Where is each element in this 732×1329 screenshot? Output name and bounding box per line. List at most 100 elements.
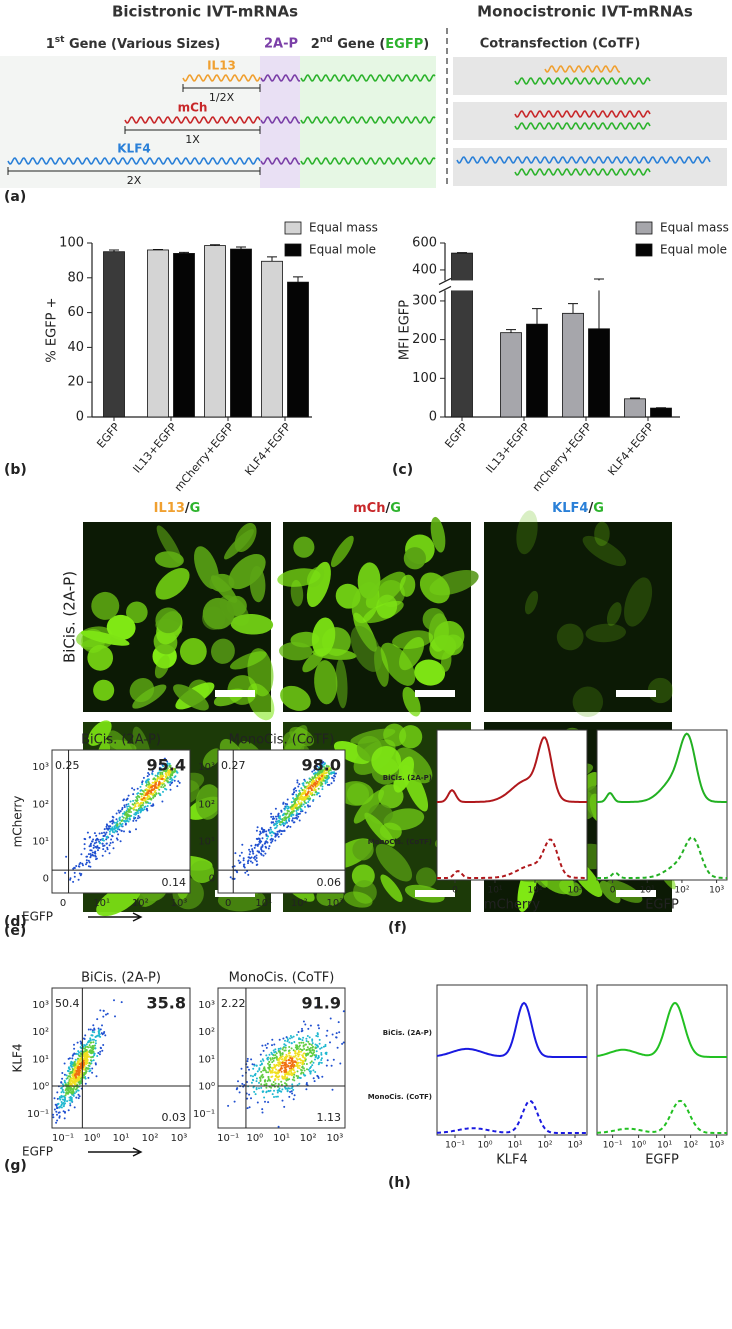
event-dot <box>272 816 274 818</box>
event-dot <box>90 845 92 847</box>
event-dot <box>295 805 297 807</box>
gene-header: 2nd Gene (EGFP) <box>311 35 429 52</box>
event-dot <box>64 1063 66 1065</box>
event-dot <box>250 860 252 862</box>
event-dot <box>150 805 152 807</box>
quadrant-value: 35.8 <box>147 994 186 1013</box>
event-dot <box>69 1103 71 1105</box>
event-dot <box>158 792 160 794</box>
event-dot <box>104 850 106 852</box>
error-bar <box>532 309 542 324</box>
event-dot <box>303 782 305 784</box>
event-dot <box>107 1013 109 1015</box>
event-dot <box>316 1050 318 1052</box>
event-dot <box>291 1093 293 1095</box>
x-tick-label: mCherry+EGFP <box>530 420 595 494</box>
event-dot <box>66 1074 68 1076</box>
event-dot <box>123 817 125 819</box>
event-dot <box>88 865 90 867</box>
event-dot <box>272 1070 274 1072</box>
event-dot <box>286 803 288 805</box>
gene-label: IL13 <box>207 59 236 73</box>
event-dot <box>281 1068 283 1070</box>
cotf-bg <box>453 57 727 95</box>
event-dot <box>99 1051 101 1053</box>
event-dot <box>267 1063 269 1065</box>
gene-label: KLF4 <box>117 142 151 156</box>
event-dot <box>298 1058 300 1060</box>
x-tick-label: EGFP <box>442 420 470 450</box>
event-dot <box>86 862 88 864</box>
event-dot <box>127 813 129 815</box>
event-dot <box>85 1046 87 1048</box>
event-dot <box>91 1068 93 1070</box>
event-dot <box>149 802 151 804</box>
event-dot <box>288 1050 290 1052</box>
event-dot <box>318 1055 320 1057</box>
event-dot <box>312 786 314 788</box>
event-dot <box>311 1044 313 1046</box>
quadrant-value: 95.4 <box>147 756 186 775</box>
event-dot <box>177 780 179 782</box>
event-dot <box>305 1054 307 1056</box>
event-dot <box>121 1001 123 1003</box>
event-dot <box>257 845 259 847</box>
event-dot <box>292 817 294 819</box>
event-dot <box>282 1048 284 1050</box>
event-dot <box>147 775 149 777</box>
title: Bicistronic IVT-mRNAs <box>112 3 298 21</box>
event-dot <box>101 832 103 834</box>
event-dot <box>260 841 262 843</box>
event-dot <box>326 1065 328 1067</box>
event-dot <box>63 1110 65 1112</box>
event-dot <box>288 807 290 809</box>
event-dot <box>80 1065 82 1067</box>
event-dot <box>262 1112 264 1114</box>
event-dot <box>156 780 158 782</box>
event-dot <box>249 1106 251 1108</box>
event-dot <box>135 809 137 811</box>
event-dot <box>89 1046 91 1048</box>
event-dot <box>162 775 164 777</box>
y-tick-label: 400 <box>412 262 437 277</box>
y-tick-label: 10⁻¹ <box>193 1109 215 1120</box>
gene-header-part: 2 <box>311 37 320 52</box>
error-bar <box>293 277 303 282</box>
event-dot <box>270 816 272 818</box>
event-dot <box>287 799 289 801</box>
error-bar <box>568 304 578 314</box>
event-dot <box>112 819 114 821</box>
event-dot <box>308 1069 310 1071</box>
event-dot <box>300 1062 302 1064</box>
y-tick-label: 100 <box>412 371 437 386</box>
event-dot <box>270 1059 272 1061</box>
event-dot <box>263 1050 265 1052</box>
event-dot <box>70 877 72 879</box>
event-dot <box>305 1088 307 1090</box>
event-dot <box>269 1064 271 1066</box>
quadrant-value: 98.0 <box>302 756 341 775</box>
x-tick-label: 10² <box>683 1141 698 1151</box>
event-dot <box>265 846 267 848</box>
event-dot <box>261 1108 263 1110</box>
event-dot <box>125 823 127 825</box>
event-dot <box>293 1041 295 1043</box>
event-dot <box>247 1066 249 1068</box>
event-dot <box>299 820 301 822</box>
x-tick-label: 10² <box>300 1133 317 1144</box>
quadrant-value: 0.03 <box>162 1111 187 1124</box>
event-dot <box>90 853 92 855</box>
event-dot <box>333 775 335 777</box>
event-dot <box>152 803 154 805</box>
event-dot <box>174 776 176 778</box>
event-dot <box>306 1082 308 1084</box>
event-dot <box>257 850 259 852</box>
event-dot <box>239 1091 241 1093</box>
x-axis-label: KLF4 <box>496 1153 528 1168</box>
event-dot <box>303 1053 305 1055</box>
event-dot <box>287 825 289 827</box>
event-dot <box>311 1040 313 1042</box>
event-dot <box>331 782 333 784</box>
event-dot <box>267 836 269 838</box>
event-dot <box>238 860 240 862</box>
